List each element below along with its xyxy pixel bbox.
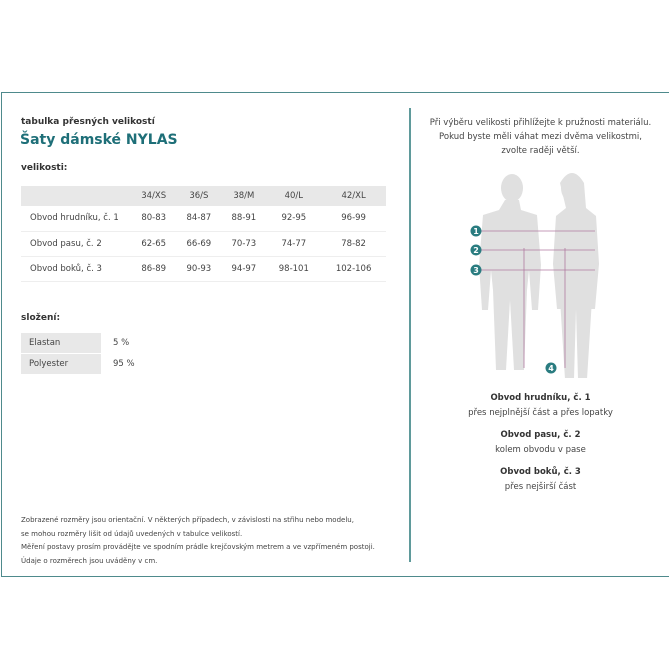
marker-3-icon: 3 bbox=[470, 264, 482, 276]
table-row: Obvod hrudníku, č. 1 80-83 84-87 88-91 92-95… bbox=[21, 206, 386, 232]
svg-text:1: 1 bbox=[473, 227, 479, 236]
cell: 90-93 bbox=[176, 256, 222, 282]
column-header: 40/L bbox=[266, 186, 322, 206]
composition-list: Elastan 5 % Polyester 95 % bbox=[21, 333, 135, 375]
material-name: Polyester bbox=[21, 354, 101, 374]
cell: 62-65 bbox=[131, 231, 177, 257]
measure-desc: přes nejširší část bbox=[504, 482, 577, 492]
cell: 80-83 bbox=[131, 206, 177, 232]
size-table: 34/XS 36/S 38/M 40/L 42/XL Obvod hrudník… bbox=[21, 186, 386, 282]
measure-item: Obvod boků, č. 3 přes nejširší část bbox=[411, 467, 670, 492]
page-subtitle: tabulka přesných velikostí bbox=[21, 117, 155, 127]
cell: 92-95 bbox=[266, 206, 322, 232]
cell: 66-69 bbox=[176, 231, 222, 257]
svg-text:4: 4 bbox=[548, 364, 554, 373]
measure-title: Obvod pasu, č. 2 bbox=[500, 430, 581, 440]
marker-2-icon: 2 bbox=[470, 244, 482, 256]
male-silhouette bbox=[479, 174, 541, 370]
material-percent: 5 % bbox=[113, 338, 130, 348]
table-row: Obvod pasu, č. 2 62-65 66-69 70-73 74-77 78-8… bbox=[21, 231, 386, 257]
marker-1-icon: 1 bbox=[470, 225, 482, 237]
note-line: Údaje o rozměrech jsou uváděny v cm. bbox=[21, 556, 158, 565]
sizes-label: velikosti: bbox=[21, 163, 68, 173]
measure-lines bbox=[476, 230, 595, 368]
intro-line: Při výběru velikosti přihlížejte k pružn… bbox=[429, 118, 652, 128]
measure-item: Obvod pasu, č. 2 kolem obvodu v pase bbox=[411, 430, 670, 455]
cell: Obvod pasu, č. 2 bbox=[21, 231, 131, 257]
column-header: 42/XL bbox=[321, 186, 386, 206]
column-header: 36/S bbox=[176, 186, 222, 206]
intro-line: Pokud byste měli váhat mezi dvěma veliko… bbox=[439, 132, 642, 142]
column-header: 34/XS bbox=[131, 186, 177, 206]
measure-desc: přes nejplnější část a přes lopatky bbox=[468, 408, 613, 418]
note-line: se mohou rozměry lišit od údajů uvedenýc… bbox=[21, 529, 243, 538]
cell: Obvod boků, č. 3 bbox=[21, 256, 131, 282]
note-line: Měření postavy prosím provádějte ve spod… bbox=[21, 543, 375, 551]
svg-text:3: 3 bbox=[473, 266, 479, 275]
marker-4-icon: 4 bbox=[545, 362, 557, 374]
intro-line: zvolte raději větší. bbox=[501, 146, 580, 156]
material-name: Elastan bbox=[21, 333, 101, 353]
measure-title: Obvod hrudníku, č. 1 bbox=[490, 393, 591, 403]
column-header bbox=[21, 186, 131, 206]
cell: 78-82 bbox=[321, 231, 386, 257]
composition-row: Polyester 95 % bbox=[21, 354, 135, 374]
cell: 86-89 bbox=[131, 256, 177, 282]
page-title: Šaty dámské NYLAS bbox=[20, 132, 178, 148]
cell: 98-101 bbox=[266, 256, 322, 282]
cell: 70-73 bbox=[221, 231, 267, 257]
measure-item: Obvod hrudníku, č. 1 přes nejplnější část… bbox=[411, 393, 670, 418]
note-line: Zobrazené rozměry jsou orientační. V něk… bbox=[21, 516, 354, 524]
notes: Zobrazené rozměry jsou orientační. V něk… bbox=[21, 514, 375, 568]
female-silhouette bbox=[553, 173, 599, 378]
cell: 94-97 bbox=[221, 256, 267, 282]
cell: 102-106 bbox=[321, 256, 386, 282]
svg-text:2: 2 bbox=[473, 246, 479, 255]
column-divider bbox=[409, 108, 411, 562]
composition-row: Elastan 5 % bbox=[21, 333, 135, 353]
cell: 74-77 bbox=[266, 231, 322, 257]
measure-descriptions: Obvod hrudníku, č. 1 přes nejplnější část… bbox=[411, 393, 670, 492]
cell: 96-99 bbox=[321, 206, 386, 232]
material-percent: 95 % bbox=[113, 359, 135, 369]
table-row: Obvod boků, č. 3 86-89 90-93 94-97 98-101 102… bbox=[21, 256, 386, 282]
cell: 88-91 bbox=[221, 206, 267, 232]
composition-label: složení: bbox=[21, 313, 61, 323]
measure-desc: kolem obvodu v pase bbox=[495, 445, 586, 455]
body-silhouettes-illustration: 1 2 3 4 bbox=[470, 173, 599, 378]
cell: 84-87 bbox=[176, 206, 222, 232]
column-header: 38/M bbox=[221, 186, 267, 206]
measure-title: Obvod boků, č. 3 bbox=[500, 467, 581, 477]
content-frame bbox=[1, 92, 669, 577]
cell: Obvod hrudníku, č. 1 bbox=[21, 206, 131, 232]
intro-text: Při výběru velikosti přihlížejte k pružn… bbox=[411, 116, 670, 158]
